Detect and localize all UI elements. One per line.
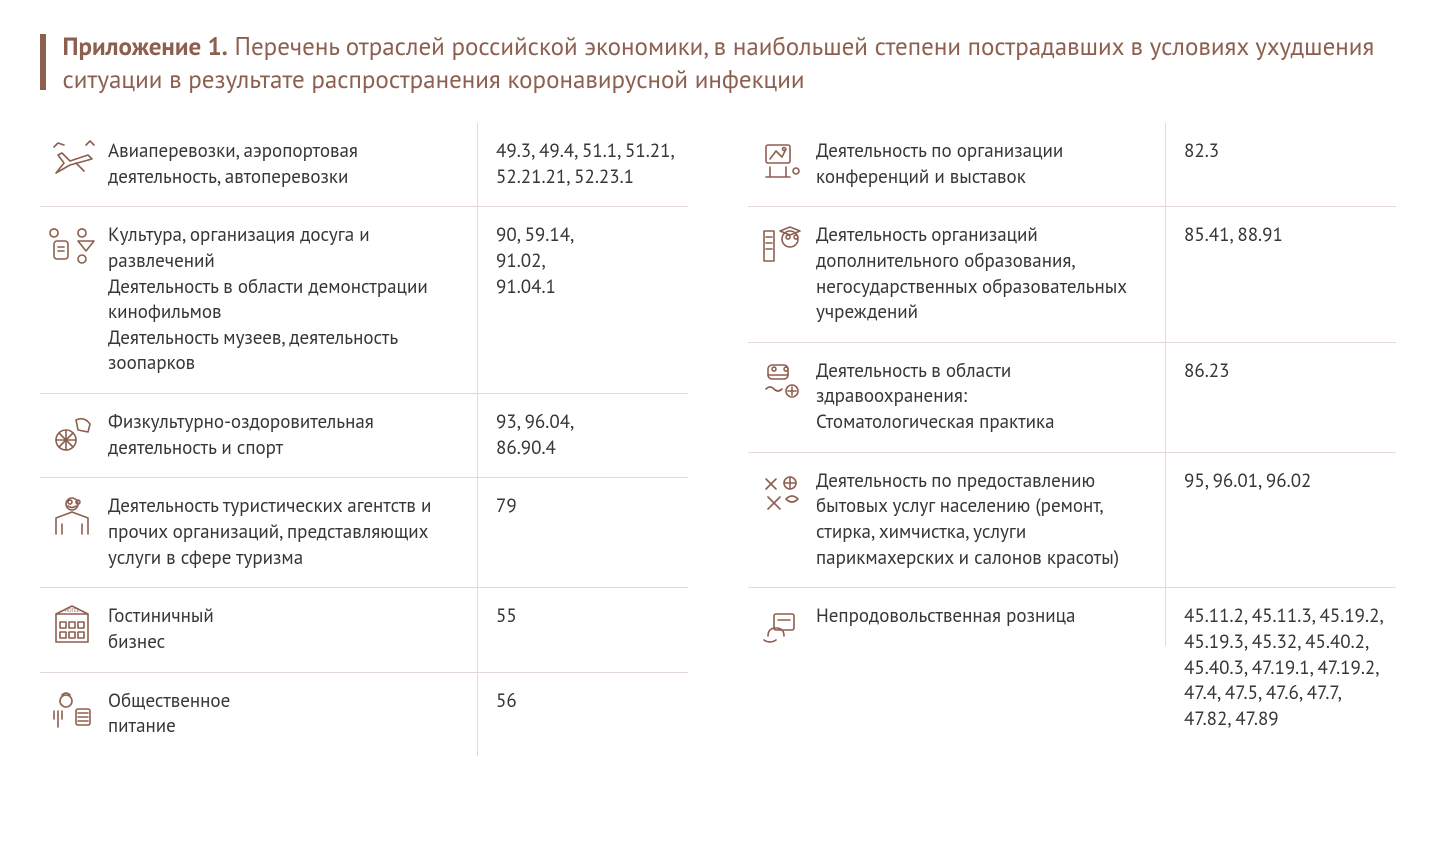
row-codes: 79 (478, 478, 688, 536)
row-description: Авиаперевозки, аэропортовая деятельность… (108, 123, 478, 206)
edu-icon (748, 207, 816, 284)
table-row: Деятельность туристических агентств и пр… (40, 477, 688, 587)
row-description: Гостиничный бизнес (108, 588, 478, 671)
table-row: Гостиничный бизнес55 (40, 587, 688, 671)
table-row: Культура, организация досуга и развлечен… (40, 206, 688, 393)
row-description: Деятельность туристических агентств и пр… (108, 478, 478, 587)
row-codes: 86.23 (1166, 343, 1396, 401)
row-description: Непродовольственная розница (816, 588, 1166, 646)
table-row: Деятельность по предоставлению бытовых у… (748, 452, 1396, 588)
service-icon (748, 453, 816, 530)
row-description: Физкультурно-оздоровительная деятельност… (108, 394, 478, 477)
table-row: Непродовольственная розница45.11.2, 45.1… (748, 587, 1396, 748)
table-row: Авиаперевозки, аэропортовая деятельность… (40, 123, 688, 206)
table-row: Деятельность организаций дополнительного… (748, 206, 1396, 342)
food-icon (40, 673, 108, 750)
table-row: Общественное питание56 (40, 672, 688, 756)
row-codes: 90, 59.14, 91.02, 91.04.1 (478, 207, 688, 316)
row-codes: 93, 96.04, 86.90.4 (478, 394, 688, 477)
culture-icon (40, 207, 108, 284)
row-description: Деятельность по организации конференций … (816, 123, 1166, 206)
row-codes: 49.3, 49.4, 51.1, 51.21, 52.21.21, 52.23… (478, 123, 688, 206)
health-icon (748, 343, 816, 420)
row-codes: 85.41, 88.91 (1166, 207, 1396, 265)
row-codes: 45.11.2, 45.11.3, 45.19.2, 45.19.3, 45.3… (1166, 588, 1396, 748)
row-codes: 56 (478, 673, 688, 731)
page-title: Приложение 1. Перечень отраслей российск… (62, 30, 1396, 95)
tourism-icon (40, 478, 108, 555)
title-rest: Перечень отраслей российской экономики, … (62, 30, 1374, 95)
row-codes: 95, 96.01, 96.02 (1166, 453, 1396, 511)
row-description: Культура, организация досуга и развлечен… (108, 207, 478, 393)
retail-icon (748, 588, 816, 665)
row-description: Деятельность в области здравоохранения: … (816, 343, 1166, 452)
row-codes: 55 (478, 588, 688, 646)
right-column: Деятельность по организации конференций … (748, 123, 1396, 756)
row-codes: 82.3 (1166, 123, 1396, 181)
title-bold: Приложение 1. (62, 30, 227, 62)
row-description: Деятельность организаций дополнительного… (816, 207, 1166, 342)
table-row: Деятельность в области здравоохранения: … (748, 342, 1396, 452)
row-description: Общественное питание (108, 673, 478, 756)
page-header: Приложение 1. Перечень отраслей российск… (40, 30, 1396, 95)
columns-wrapper: Авиаперевозки, аэропортовая деятельность… (40, 123, 1396, 756)
hotel-icon (40, 588, 108, 665)
left-column: Авиаперевозки, аэропортовая деятельность… (40, 123, 688, 756)
plane-icon (40, 123, 108, 200)
sport-icon (40, 394, 108, 471)
row-description: Деятельность по предоставлению бытовых у… (816, 453, 1166, 588)
header-accent-bar (40, 34, 46, 90)
table-row: Деятельность по организации конференций … (748, 123, 1396, 206)
table-row: Физкультурно-оздоровительная деятельност… (40, 393, 688, 477)
expo-icon (748, 123, 816, 200)
